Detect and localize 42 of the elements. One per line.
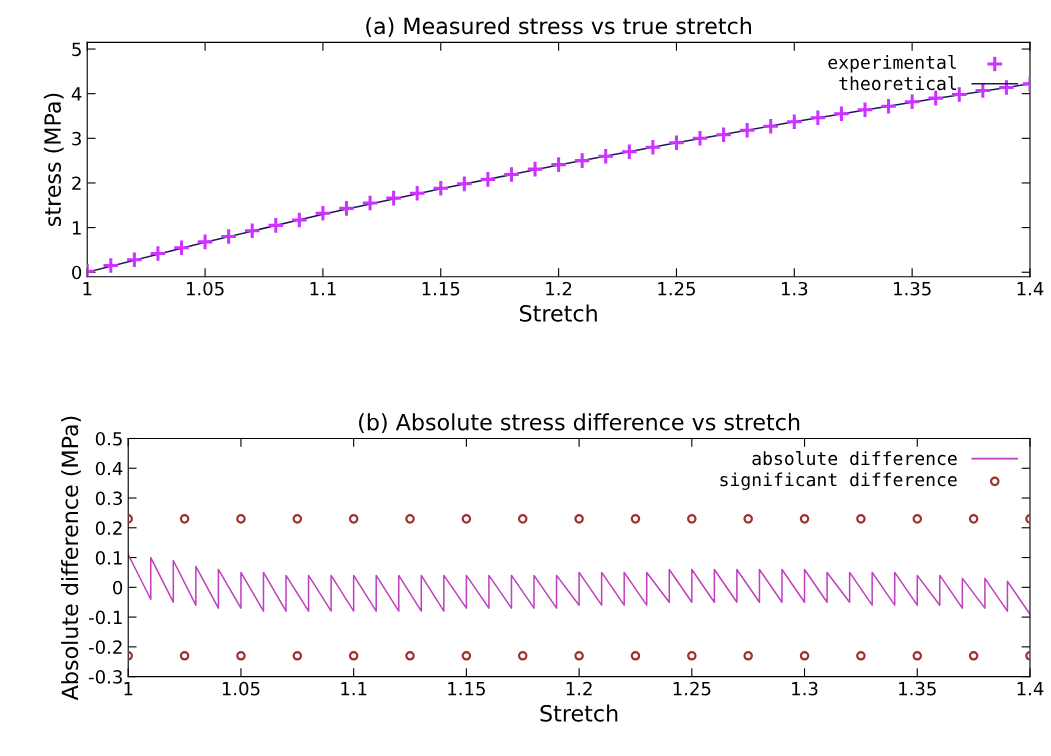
legend-label: absolute difference <box>752 451 957 466</box>
legend-label: significant difference <box>720 472 957 490</box>
x-tick-label: 1.1 <box>310 282 336 296</box>
x-tick-label: 1.1 <box>341 682 367 696</box>
y-tick-label: 5 <box>72 42 81 57</box>
x-tick-label: 1.35 <box>899 681 936 696</box>
x-tick-label: 1.4 <box>1017 282 1044 296</box>
x-tick-label: 1.15 <box>448 682 485 696</box>
x-tick-label: 1.4 <box>1017 682 1044 696</box>
x-axis-title: Stretch <box>520 304 597 322</box>
y-tick-label: 0.2 <box>95 521 122 535</box>
y-axis-title: Absolute difference (MPa) <box>61 416 81 701</box>
chart-title: (b) Absolute stress difference vs stretch <box>359 413 800 434</box>
y-tick-label: 0 <box>72 265 82 280</box>
legend-label: theoretical <box>839 76 957 91</box>
x-tick-label: 1.25 <box>673 681 711 696</box>
x-tick-label: 1.2 <box>566 681 592 696</box>
x-tick-label: 1.25 <box>658 281 695 296</box>
y-tick-label: 2 <box>72 176 81 190</box>
y-tick-label: 0.1 <box>95 551 122 565</box>
x-tick-label: 1.3 <box>792 681 818 696</box>
y-tick-label: 1 <box>72 221 81 235</box>
x-tick-label: 1.2 <box>546 281 572 296</box>
legend-label: experimental <box>828 54 957 73</box>
x-tick-label: 1.05 <box>222 681 260 696</box>
y-tick-label: -0.3 <box>89 670 122 684</box>
x-tick-label: 1.15 <box>422 282 460 296</box>
y-tick-label: -0.2 <box>89 640 122 654</box>
y-axis-title: stress (MPa) <box>43 93 64 226</box>
x-tick-label: 1.05 <box>186 281 224 296</box>
y-tick-label: 3 <box>72 131 81 146</box>
y-tick-label: 0.4 <box>95 461 123 476</box>
y-tick-label: 0 <box>113 580 123 595</box>
y-tick-label: 0.5 <box>95 431 122 446</box>
x-tick-label: 1.35 <box>894 281 931 296</box>
y-tick-label: 0.3 <box>95 491 122 506</box>
x-tick-label: 1 <box>124 682 133 696</box>
x-tick-label: 1.3 <box>781 281 808 296</box>
y-tick-label: 4 <box>71 87 82 101</box>
chart-title: (a) Measured stress vs true stretch <box>366 17 751 37</box>
x-axis-title: Stretch <box>540 704 618 722</box>
y-tick-label: -0.1 <box>89 610 122 625</box>
